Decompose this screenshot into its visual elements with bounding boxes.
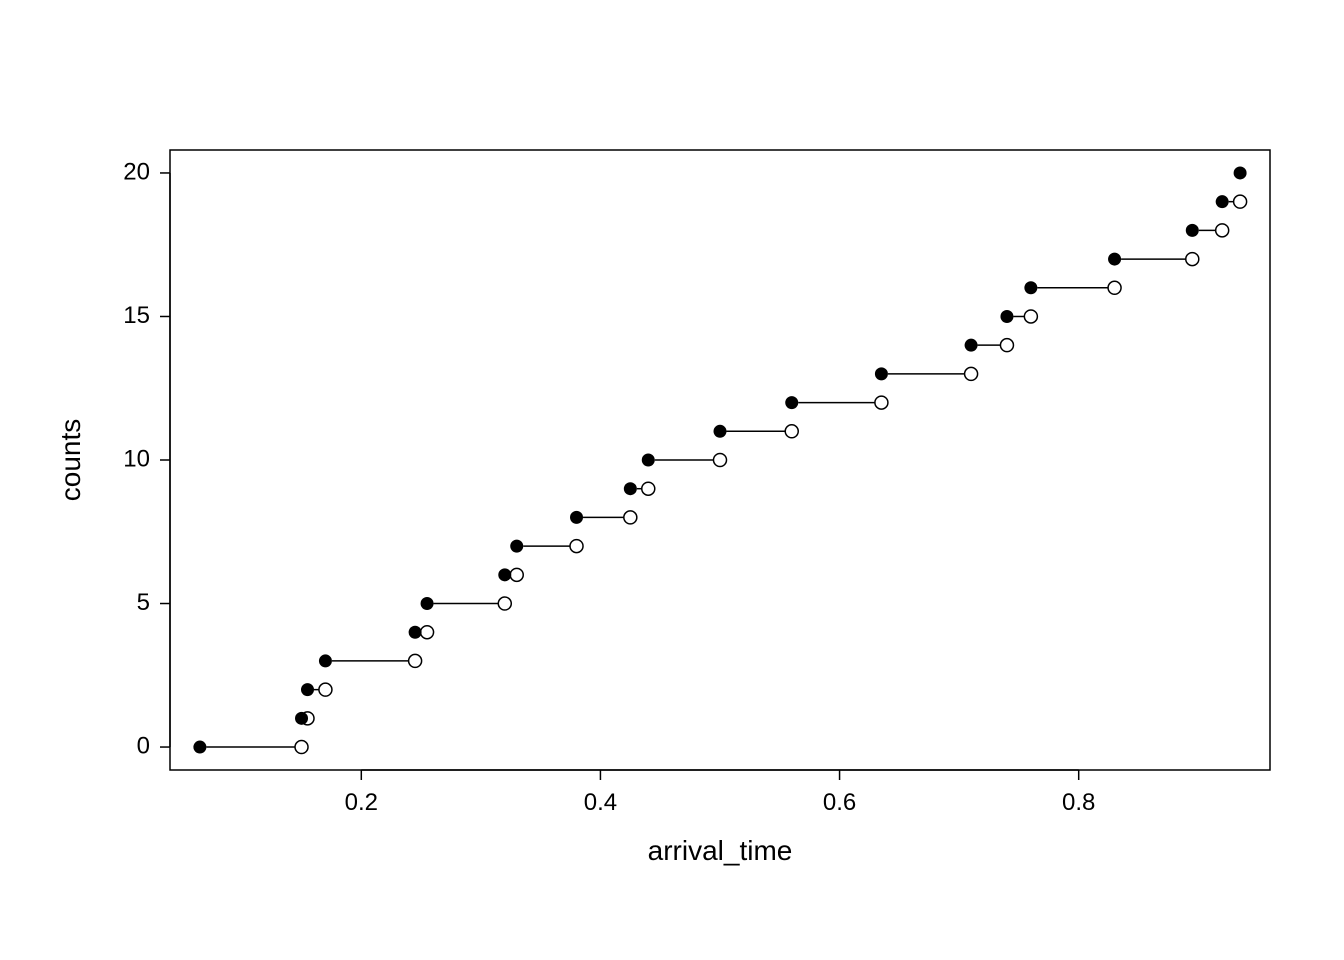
open-point bbox=[1216, 224, 1229, 237]
open-point bbox=[1024, 310, 1037, 323]
open-point bbox=[642, 482, 655, 495]
closed-point bbox=[875, 367, 888, 380]
closed-point bbox=[1186, 224, 1199, 237]
closed-point bbox=[624, 482, 637, 495]
closed-point bbox=[421, 597, 434, 610]
closed-point bbox=[642, 454, 655, 467]
open-point bbox=[875, 396, 888, 409]
open-point bbox=[510, 568, 523, 581]
closed-point bbox=[1234, 166, 1247, 179]
closed-point bbox=[319, 654, 332, 667]
open-point bbox=[624, 511, 637, 524]
x-tick-label: 0.8 bbox=[1062, 789, 1095, 816]
open-point bbox=[295, 741, 308, 754]
closed-point bbox=[1024, 281, 1037, 294]
open-point bbox=[1186, 253, 1199, 266]
closed-point bbox=[193, 741, 206, 754]
open-point bbox=[498, 597, 511, 610]
open-point bbox=[1108, 281, 1121, 294]
closed-point bbox=[1216, 195, 1229, 208]
y-tick-label: 15 bbox=[123, 302, 150, 329]
y-tick-label: 5 bbox=[137, 589, 150, 616]
closed-point bbox=[1000, 310, 1013, 323]
step-chart: 0.2 0.4 0.6 0.8 0 5 10 15 20 arrival_time counts bbox=[0, 0, 1344, 960]
closed-point bbox=[510, 540, 523, 553]
closed-point bbox=[409, 626, 422, 639]
open-point bbox=[319, 683, 332, 696]
open-point bbox=[421, 626, 434, 639]
open-point bbox=[570, 540, 583, 553]
open-point bbox=[714, 454, 727, 467]
open-point bbox=[1234, 195, 1247, 208]
closed-point bbox=[570, 511, 583, 524]
open-point bbox=[965, 367, 978, 380]
x-axis-label: arrival_time bbox=[648, 835, 793, 866]
y-axis-label: counts bbox=[55, 419, 86, 502]
open-point bbox=[785, 425, 798, 438]
open-point bbox=[409, 654, 422, 667]
y-tick-label: 10 bbox=[123, 445, 150, 472]
x-tick-label: 0.4 bbox=[584, 789, 617, 816]
y-tick-label: 0 bbox=[137, 732, 150, 759]
closed-point bbox=[785, 396, 798, 409]
closed-point bbox=[301, 683, 314, 696]
x-tick-label: 0.2 bbox=[345, 789, 378, 816]
open-point bbox=[1000, 339, 1013, 352]
closed-point bbox=[714, 425, 727, 438]
y-tick-label: 20 bbox=[123, 158, 150, 185]
closed-point bbox=[965, 339, 978, 352]
x-tick-label: 0.6 bbox=[823, 789, 856, 816]
closed-point bbox=[295, 712, 308, 725]
open-markers bbox=[295, 195, 1247, 753]
step-lines bbox=[206, 202, 1233, 747]
closed-point bbox=[1108, 253, 1121, 266]
closed-point bbox=[498, 568, 511, 581]
